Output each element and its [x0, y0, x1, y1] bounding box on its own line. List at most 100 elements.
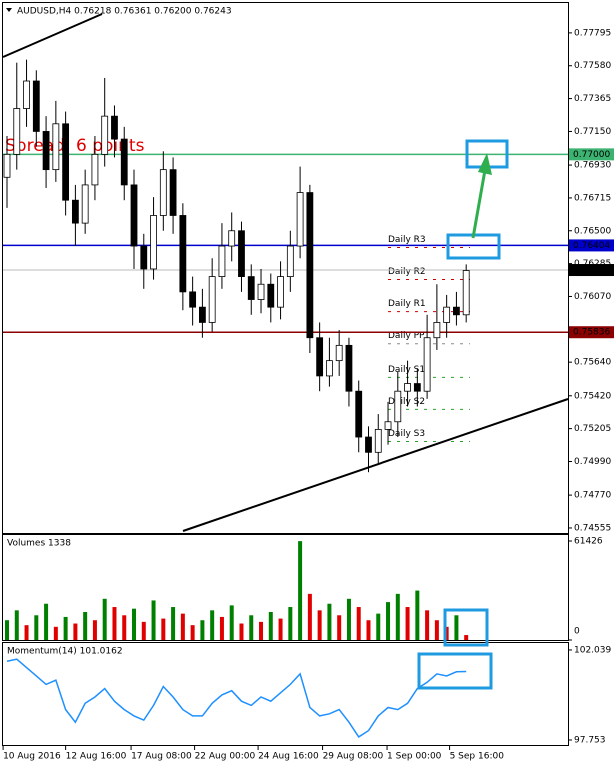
candle-body	[365, 436, 372, 453]
momentum-panel	[2, 642, 569, 746]
level-tag	[569, 326, 614, 339]
pivot-label: Daily S1	[388, 365, 425, 375]
level-label: 0.76404	[573, 241, 610, 251]
candle-body	[120, 138, 128, 186]
y-tick-label: 0.74990	[574, 457, 611, 467]
volume-bar	[24, 625, 29, 640]
volume-bar	[386, 602, 391, 640]
pivot-label: Daily R2	[388, 267, 426, 277]
volume-bar	[259, 621, 264, 640]
volume-bar	[219, 616, 224, 640]
candle-body	[218, 245, 226, 277]
y-tick-label: 97.753	[574, 735, 606, 745]
y-tick-label: 0.74555	[574, 523, 611, 533]
volume-bar	[14, 610, 19, 640]
highlight-box	[417, 652, 493, 690]
volume-bar	[5, 620, 9, 640]
volume-bar	[112, 607, 117, 640]
spread-label: Spread: 6 points	[5, 136, 145, 156]
candle-body	[208, 276, 216, 323]
trend-line	[182, 398, 569, 532]
candle-body	[355, 390, 363, 438]
volume-bar	[395, 593, 400, 640]
candle-body	[179, 215, 187, 293]
volume-bar	[425, 610, 430, 640]
volume-bar	[288, 607, 293, 640]
volume-bar	[249, 615, 254, 640]
volume-bar	[102, 598, 107, 640]
y-tick-label: 0.76070	[574, 292, 611, 302]
candle-body	[3, 153, 11, 178]
candle-body	[62, 123, 70, 201]
volume-bar	[268, 611, 273, 640]
candle-body	[71, 199, 79, 224]
y-tick-label: 0.74770	[574, 491, 611, 501]
candle-body	[42, 131, 50, 171]
arrow	[471, 169, 487, 239]
volume-bar	[317, 610, 322, 640]
candle-body	[198, 306, 206, 323]
candle-body	[247, 276, 255, 300]
volume-bar	[171, 607, 176, 640]
candle-body	[150, 215, 157, 270]
y-tick-label: 0.77150	[574, 127, 611, 137]
volume-bar	[464, 635, 469, 640]
x-tick-label: 22 Aug 00:00	[195, 752, 256, 762]
candle-body	[423, 337, 431, 392]
volume-bar	[327, 603, 332, 640]
candle-body	[101, 115, 109, 155]
x-tick-label: 12 Aug 16:00	[66, 752, 127, 762]
plot: 0.77795 0.77580 0.77365 0.77150 0.76930 0.767…	[2, 28, 614, 762]
candle-body	[462, 270, 470, 316]
volume-bar	[376, 613, 381, 640]
momentum-title: Momentum(14) 101.0162	[7, 647, 123, 657]
candle-body	[32, 80, 40, 132]
level-tag	[569, 148, 614, 161]
candle-body	[267, 283, 275, 308]
candle-body	[140, 245, 148, 270]
candle-body	[13, 108, 21, 155]
y-tick-label: 0	[574, 627, 580, 637]
candle-body	[306, 192, 314, 339]
menu-icon[interactable]	[6, 8, 12, 12]
volume-bar	[307, 593, 312, 640]
level-label: 0.77000	[573, 150, 610, 160]
candle-body	[159, 169, 167, 216]
candle-body	[111, 115, 118, 140]
candle-body	[189, 291, 197, 308]
candle-body	[130, 184, 138, 247]
candle-body	[443, 306, 451, 323]
trend-line	[2, 13, 103, 58]
volume-bar	[356, 607, 361, 640]
volume-bar	[83, 611, 88, 640]
level-tag	[569, 239, 614, 252]
candle-body	[335, 344, 343, 362]
candle-body	[81, 184, 89, 224]
candle-body	[316, 337, 324, 377]
pivot-label: Daily R1	[388, 299, 426, 309]
y-tick-label: 0.77795	[574, 28, 611, 38]
volume-bar	[200, 620, 205, 640]
volume-bar	[210, 610, 215, 640]
volume-bar	[34, 615, 39, 640]
candle-body	[394, 390, 402, 423]
volume-bar	[161, 618, 166, 640]
volume-bar	[454, 615, 459, 640]
chart-title: AUDUSD,H4 0.76218 0.76361 0.76200 0.7624…	[17, 7, 232, 17]
candle-body	[413, 383, 421, 392]
y-tick-label: 61426	[574, 537, 603, 547]
volume-bar	[63, 616, 68, 640]
volume-bar	[366, 620, 371, 640]
candle-body	[257, 283, 265, 300]
candle-body	[296, 192, 304, 247]
x-tick-label: 5 Sep 16:00	[450, 752, 505, 762]
pivot-label: Daily R3	[388, 235, 426, 245]
candle-body	[277, 276, 284, 308]
level-label: 0.75836	[573, 328, 610, 338]
volume-bar	[151, 600, 156, 640]
volume-bar	[444, 626, 449, 640]
x-tick-label: 1 Sep 00:00	[387, 752, 442, 762]
volume-bar	[298, 541, 303, 640]
volume-bar	[346, 598, 351, 640]
